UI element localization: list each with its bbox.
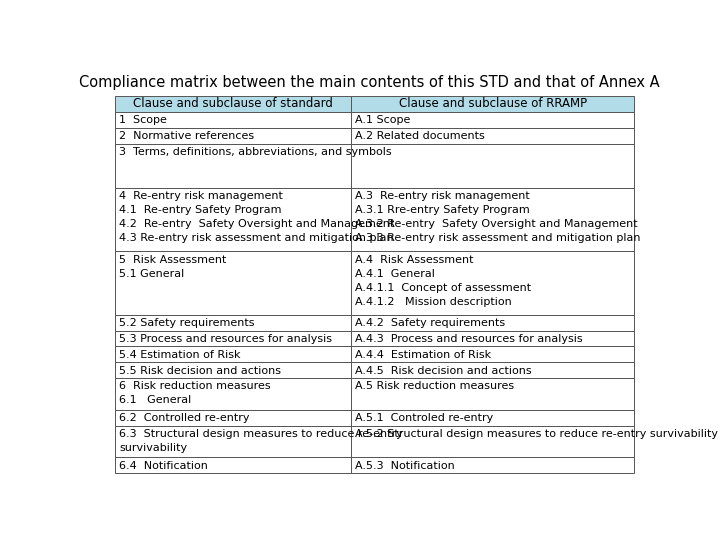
Text: 5.2 Safety requirements: 5.2 Safety requirements [119, 318, 254, 328]
Text: A.5.1  Controled re-entry: A.5.1 Controled re-entry [355, 413, 493, 423]
Bar [351, 410, 634, 426]
Text: 6.3  Structural design measures to reduce re-entry
survivability: 6.3 Structural design measures to reduce… [119, 429, 402, 453]
Bar [351, 96, 634, 112]
Bar [351, 330, 634, 346]
Bar [351, 144, 634, 188]
Text: 4  Re-entry risk management
4.1  Re-entry Safety Program
4.2  Re-entry  Safety O: 4 Re-entry risk management 4.1 Re-entry … [119, 191, 395, 243]
Text: 6.4  Notification: 6.4 Notification [119, 461, 208, 470]
Bar [115, 410, 351, 426]
Bar [115, 330, 351, 346]
Bar [351, 378, 634, 410]
Bar [351, 315, 634, 330]
Text: 5.5 Risk decision and actions: 5.5 Risk decision and actions [119, 366, 281, 375]
Text: A.1 Scope: A.1 Scope [355, 115, 410, 125]
Text: 6  Risk reduction measures
6.1   General: 6 Risk reduction measures 6.1 General [119, 381, 271, 406]
Bar [351, 251, 634, 315]
Text: A.4.2  Safety requirements: A.4.2 Safety requirements [355, 318, 505, 328]
Text: 5.4 Estimation of Risk: 5.4 Estimation of Risk [119, 350, 240, 360]
Bar [115, 315, 351, 330]
Text: A.4  Risk Assessment
A.4.1  General
A.4.1.1  Concept of assessment
A.4.1.2   Mis: A.4 Risk Assessment A.4.1 General A.4.1.… [355, 254, 531, 307]
Text: 5  Risk Assessment
5.1 General: 5 Risk Assessment 5.1 General [119, 254, 226, 279]
Bar [115, 188, 351, 251]
Text: A.4.5  Risk decision and actions: A.4.5 Risk decision and actions [355, 366, 532, 375]
Text: A.3  Re-entry risk management
A.3.1 Rre-entry Safety Program
A.3.2 Re-entry  Saf: A.3 Re-entry risk management A.3.1 Rre-e… [355, 191, 641, 243]
Text: 1  Scope: 1 Scope [119, 115, 167, 125]
Text: 3  Terms, definitions, abbreviations, and symbols: 3 Terms, definitions, abbreviations, and… [119, 147, 392, 157]
Bar [351, 346, 634, 362]
Text: Clause and subclause of standard: Clause and subclause of standard [133, 97, 333, 110]
Text: A.2 Related documents: A.2 Related documents [355, 131, 485, 141]
Bar [351, 362, 634, 378]
Bar [351, 127, 634, 144]
Text: A.4.3  Process and resources for analysis: A.4.3 Process and resources for analysis [355, 334, 582, 344]
Bar [115, 362, 351, 378]
Text: 5.3 Process and resources for analysis: 5.3 Process and resources for analysis [119, 334, 332, 344]
Bar [115, 378, 351, 410]
Bar [351, 457, 634, 473]
Bar [115, 112, 351, 127]
Bar [351, 112, 634, 127]
Bar [115, 251, 351, 315]
Bar [115, 426, 351, 457]
Bar [115, 144, 351, 188]
Text: A.4.4  Estimation of Risk: A.4.4 Estimation of Risk [355, 350, 491, 360]
Text: Compliance matrix between the main contents of this STD and that of Annex A: Compliance matrix between the main conte… [78, 75, 660, 90]
Text: A.5.2 Structural design measures to reduce re-entry survivability: A.5.2 Structural design measures to redu… [355, 429, 718, 439]
Text: 2  Normative references: 2 Normative references [119, 131, 254, 141]
Bar [115, 96, 351, 112]
Text: Clause and subclause of RRAMP: Clause and subclause of RRAMP [399, 97, 587, 110]
Bar [115, 457, 351, 473]
Text: A.5.3  Notification: A.5.3 Notification [355, 461, 455, 470]
Text: 6.2  Controlled re-entry: 6.2 Controlled re-entry [119, 413, 250, 423]
Bar [115, 346, 351, 362]
Bar [351, 188, 634, 251]
Bar [115, 127, 351, 144]
Bar [351, 426, 634, 457]
Text: A.5 Risk reduction measures: A.5 Risk reduction measures [355, 381, 514, 391]
